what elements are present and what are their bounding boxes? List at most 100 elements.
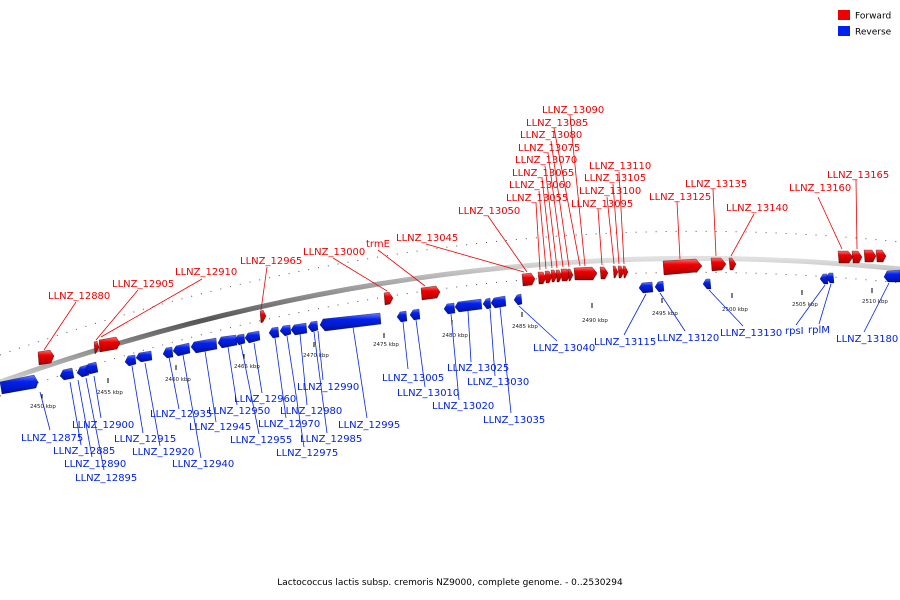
gene-label: LLNZ_13120 <box>657 333 719 344</box>
forward-gene-arrow[interactable] <box>863 249 877 263</box>
tick-label: 2485 kbp <box>512 324 538 330</box>
tick: 2495 kbp <box>652 298 678 317</box>
tick: 2450 kbp <box>30 394 56 410</box>
reverse-gene-arrow[interactable] <box>883 269 900 283</box>
reverse-gene-arrow[interactable] <box>59 367 75 381</box>
reverse-label-texts: LLNZ_12875 LLNZ_12885 LLNZ_12890 LLNZ_12… <box>21 325 898 484</box>
forward-gene-arrow[interactable] <box>420 285 441 301</box>
reverse-legend-label: Reverse <box>855 28 892 38</box>
reverse-gene-arrow[interactable] <box>162 346 174 359</box>
gene-label: LLNZ_13180 <box>836 334 898 345</box>
forward-gene-arrow[interactable] <box>573 266 598 281</box>
forward-gene-arrow[interactable] <box>662 258 703 276</box>
tick: 2475 kbp <box>373 333 399 348</box>
forward-gene-arrow[interactable] <box>93 340 100 355</box>
reverse-gene-arrow[interactable] <box>819 273 829 285</box>
reverse-gene-arrow[interactable] <box>172 342 191 357</box>
tick-label: 2500 kbp <box>722 307 748 313</box>
reverse-gene-arrow[interactable] <box>702 278 712 290</box>
reverse-gene-arrow[interactable] <box>396 310 408 323</box>
gene-label: LLNZ_13055 <box>506 193 568 204</box>
tick: 2490 kbp <box>582 303 608 324</box>
gene-label: LLNZ_12890 <box>64 459 126 470</box>
gene-label: LLNZ_12940 <box>172 459 234 470</box>
tick-label: 2490 kbp <box>582 318 608 324</box>
reverse-gene-arrow[interactable] <box>482 297 492 310</box>
forward-gene-arrow[interactable] <box>728 257 737 271</box>
gene-label: LLNZ_12935 <box>150 409 212 420</box>
reverse-gene-arrow[interactable] <box>135 350 153 363</box>
figure-caption: Lactococcus lactis subsp. cremoris NZ900… <box>277 578 623 588</box>
reverse-gene-arrow[interactable] <box>124 354 137 367</box>
reverse-genes <box>0 269 900 395</box>
reverse-gene-arrow[interactable] <box>234 333 246 346</box>
gene-label: LLNZ_12915 <box>114 434 176 445</box>
reverse-gene-arrow[interactable] <box>290 322 308 336</box>
reverse-gene-arrow[interactable] <box>825 272 835 284</box>
reverse-gene-arrow[interactable] <box>244 330 261 344</box>
forward-gene-arrow[interactable] <box>383 291 394 306</box>
forward-gene-arrow[interactable] <box>875 249 887 263</box>
gene-label: LLNZ_12970 <box>258 419 320 430</box>
tick-label: 2460 kbp <box>165 377 191 383</box>
forward-gene-arrow[interactable] <box>560 268 571 282</box>
forward-gene-arrow[interactable] <box>37 349 55 366</box>
gene-label: LLNZ_12950 <box>208 406 270 417</box>
reverse-gene-arrow[interactable] <box>84 361 99 375</box>
tick: 2505 kbp <box>792 290 818 308</box>
forward-gene-arrow[interactable] <box>555 269 563 283</box>
forward-gene-arrow[interactable] <box>567 268 574 282</box>
gene-label: rpsI <box>785 326 804 337</box>
forward-legend-swatch <box>838 10 850 20</box>
reverse-gene-arrow[interactable] <box>443 302 456 315</box>
gene-label: LLNZ_13165 <box>827 170 889 181</box>
forward-label-texts: LLNZ_12880 LLNZ_12905 LLNZ_12910 LLNZ_12… <box>48 105 889 302</box>
forward-gene-arrow[interactable] <box>617 265 625 279</box>
forward-gene-arrow[interactable] <box>599 266 609 280</box>
reverse-gene-arrow[interactable] <box>268 326 280 339</box>
reverse-gene-arrow[interactable] <box>319 312 382 332</box>
forward-gene-arrow[interactable] <box>550 269 558 283</box>
gene-label: LLNZ_13005 <box>382 373 444 384</box>
reverse-gene-arrow[interactable] <box>490 295 507 309</box>
gene-label: LLNZ_13105 <box>584 173 646 184</box>
gene-label: LLNZ_13160 <box>789 183 851 194</box>
forward-gene-arrow[interactable] <box>521 272 536 287</box>
gene-label: LLNZ_12920 <box>132 447 194 458</box>
reverse-gene-arrow[interactable] <box>409 308 421 321</box>
gene-label: LLNZ_12880 <box>48 291 110 302</box>
gene-label: LLNZ_13100 <box>579 186 641 197</box>
reverse-gene-arrow[interactable] <box>217 334 238 349</box>
forward-labels <box>43 114 858 351</box>
forward-gene-arrow[interactable] <box>622 265 629 279</box>
forward-gene-arrow[interactable] <box>259 309 267 324</box>
reverse-gene-arrow[interactable] <box>279 324 292 337</box>
reverse-gene-arrow[interactable] <box>638 281 654 294</box>
forward-gene-arrow[interactable] <box>544 270 553 284</box>
tick-label: 2465 kbp <box>234 364 260 370</box>
reverse-gene-arrow[interactable] <box>190 337 218 354</box>
reverse-gene-arrow[interactable] <box>513 293 523 306</box>
gene-label: LLNZ_12895 <box>75 473 137 484</box>
tick: 2500 kbp <box>722 293 748 313</box>
tick-label: 2480 kbp <box>442 333 468 339</box>
forward-gene-arrow[interactable] <box>837 250 854 264</box>
forward-legend-label: Forward <box>855 12 891 22</box>
gene-label: LLNZ_13095 <box>571 199 633 210</box>
gene-label: LLNZ_13060 <box>509 180 571 191</box>
tick: 2485 kbp <box>512 312 538 330</box>
gene-label: LLNZ_12960 <box>234 394 296 405</box>
forward-gene-arrow[interactable] <box>710 257 727 272</box>
reverse-gene-arrow[interactable] <box>0 374 39 395</box>
gene-label: LLNZ_13090 <box>542 105 604 116</box>
forward-gene-arrow[interactable] <box>612 265 619 279</box>
gene-label: LLNZ_12900 <box>72 420 134 431</box>
forward-gene-arrow[interactable] <box>98 336 121 353</box>
gene-label: LLNZ_13080 <box>520 130 582 141</box>
reverse-gene-arrow[interactable] <box>454 298 483 313</box>
reverse-gene-arrow[interactable] <box>307 320 319 333</box>
reverse-gene-arrow[interactable] <box>654 280 665 293</box>
forward-gene-arrow[interactable] <box>851 250 863 264</box>
forward-gene-arrow[interactable] <box>537 271 547 285</box>
